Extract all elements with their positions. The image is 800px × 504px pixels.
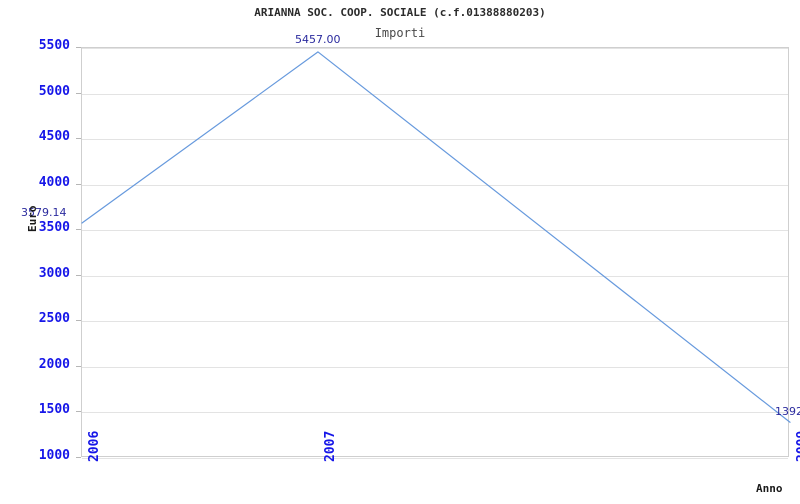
gridline [82,367,788,368]
chart-subtitle: Importi [374,26,426,40]
gridline [82,458,788,459]
y-tick-label: 2500 [38,311,70,327]
point-value-label: 5457.00 [295,32,341,46]
y-tick-mark [76,47,81,48]
x-tick-label: 2009 [795,430,800,462]
point-value-label: 1392.3 [775,405,800,419]
gridline [82,412,788,413]
gridline [82,230,788,231]
x-axis-title: Anno [756,482,783,495]
y-tick-mark [76,457,81,458]
y-tick-label: 4500 [38,129,70,145]
gridline [82,276,788,277]
y-tick-label: 2000 [38,356,70,372]
y-axis-title: Euro [26,205,39,233]
x-tick-label: 2006 [87,430,102,462]
gridline [82,185,788,186]
y-tick-mark [76,229,81,230]
point-value-label: 3579.14 [21,206,67,219]
gridline [82,94,788,95]
y-tick-label: 1000 [38,448,70,463]
y-tick-label: 5500 [38,38,70,53]
y-tick-label: 4000 [38,174,70,190]
series-line-importi [81,51,791,423]
y-tick-mark [76,138,81,139]
x-tick-label: 2007 [323,430,338,462]
y-tick-mark [76,275,81,276]
gridline [82,139,788,140]
gridline [82,321,788,322]
y-tick-label: 3500 [38,220,70,236]
plot-band [82,458,788,504]
y-tick-mark [76,320,81,321]
y-tick-mark [76,184,81,185]
chart-title: ARIANNA SOC. COOP. SOCIALE (c.f.01388880… [254,6,546,19]
y-tick-mark [76,366,81,367]
plot-area [81,47,791,459]
y-tick-label: 1500 [38,402,70,418]
gridline [82,48,788,49]
y-tick-mark [76,93,81,94]
y-tick-label: 5000 [38,83,70,99]
y-tick-label: 3000 [38,265,70,281]
y-tick-mark [76,411,81,412]
